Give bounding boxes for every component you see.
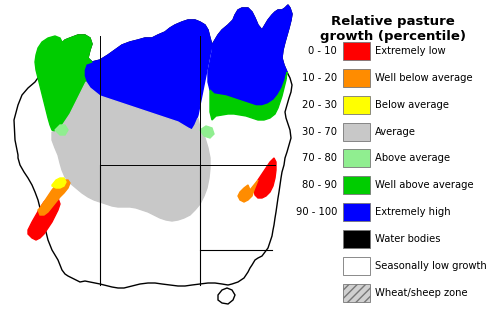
Text: Seasonally low growth: Seasonally low growth [375,261,487,271]
Bar [342,230,370,248]
Bar [342,69,370,87]
Text: Well below average: Well below average [375,73,472,83]
Text: Extremely high: Extremely high [375,207,450,217]
Polygon shape [218,288,235,304]
Polygon shape [52,82,210,221]
Polygon shape [254,158,276,198]
Text: Above average: Above average [375,154,450,163]
Text: Wheat/sheep zone: Wheat/sheep zone [375,288,468,298]
Bar [342,284,370,302]
Bar [342,96,370,114]
Text: Relative pasture
growth (percentile): Relative pasture growth (percentile) [320,15,466,43]
Bar [342,122,370,140]
Polygon shape [210,72,287,120]
Text: 10 - 20: 10 - 20 [302,73,337,83]
Polygon shape [238,180,258,202]
Text: 90 - 100: 90 - 100 [296,207,337,217]
Text: Water bodies: Water bodies [375,234,440,244]
Polygon shape [28,195,60,240]
Text: 80 - 90: 80 - 90 [302,180,337,190]
Text: 30 - 70: 30 - 70 [302,127,337,136]
Text: 20 - 30: 20 - 30 [302,100,337,110]
Text: Below average: Below average [375,100,449,110]
Bar [342,42,370,60]
Polygon shape [35,35,92,132]
Bar [342,176,370,194]
Text: Extremely low: Extremely low [375,46,446,56]
Text: 70 - 80: 70 - 80 [302,154,337,163]
Bar [342,257,370,275]
Text: 0 - 10: 0 - 10 [308,46,337,56]
Polygon shape [52,178,66,188]
Polygon shape [208,5,292,106]
Text: Average: Average [375,127,416,136]
Bar [342,150,370,168]
Text: Well above average: Well above average [375,180,474,190]
Polygon shape [84,20,212,130]
Polygon shape [38,180,70,215]
Polygon shape [14,5,292,288]
Polygon shape [200,126,214,138]
Polygon shape [55,125,68,135]
Bar [342,203,370,221]
